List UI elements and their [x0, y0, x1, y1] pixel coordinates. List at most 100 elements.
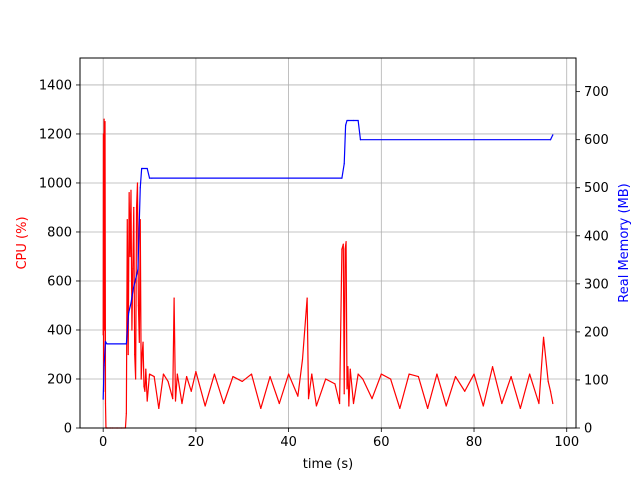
cpu-point [128, 192, 130, 194]
x-axis-ticks: 0 20 40 60 80 100 [99, 428, 579, 450]
memory-point [357, 119, 359, 122]
cpu-point [417, 375, 419, 378]
series-layer [102, 118, 554, 429]
cpu-point [103, 329, 106, 331]
left-tick-label: 400 [47, 323, 72, 338]
memory-series-line [102, 119, 554, 400]
right-tick-label: 600 [584, 133, 609, 148]
cpu-point [104, 402, 107, 405]
cpu-point [141, 353, 143, 356]
memory-point [128, 312, 130, 314]
right-axis-ticks: 0 100 200 300 400 500 600 700 [576, 85, 609, 437]
cpu-point [158, 407, 160, 409]
x-axis-label: time (s) [303, 457, 353, 472]
cpu-point [134, 353, 136, 356]
cpu-point [131, 329, 133, 331]
cpu-point [250, 373, 253, 375]
cpu-point [482, 405, 484, 407]
memory-point [104, 340, 107, 343]
cpu-point [104, 121, 106, 123]
cpu-point [346, 388, 348, 390]
cpu-point [297, 395, 299, 397]
cpu-point [213, 373, 216, 375]
right-tick-label: 100 [584, 373, 609, 388]
cpu-point [195, 371, 197, 373]
cpu-point [306, 297, 308, 299]
cpu-point [181, 402, 183, 405]
memory-point [352, 119, 355, 122]
cpu-point [103, 118, 105, 120]
cpu-point [547, 380, 549, 383]
cpu-point [140, 378, 142, 380]
cpu-point [542, 336, 545, 338]
cpu-point [436, 373, 438, 375]
memory-point [346, 119, 348, 122]
memory-point [130, 302, 132, 304]
cpu-point [399, 407, 401, 409]
cpu-point [519, 407, 521, 409]
memory-point [103, 364, 105, 367]
cpu-point [144, 390, 146, 392]
right-tick-label: 0 [584, 422, 592, 437]
cpu-point [142, 341, 144, 343]
memory-point [345, 124, 347, 126]
x-tick-label: 20 [188, 435, 205, 450]
cpu-point [146, 400, 148, 402]
cpu-point [325, 378, 327, 380]
cpu-point [288, 373, 290, 375]
memory-point [132, 288, 134, 290]
memory-point [151, 177, 153, 179]
cpu-point [190, 390, 192, 392]
memory-point [148, 177, 151, 179]
cpu-point [278, 402, 280, 405]
cpu-point [445, 405, 447, 407]
x-tick-label: 80 [466, 435, 483, 450]
cpu-point [102, 334, 104, 336]
cpu-point [129, 255, 131, 258]
cpu-point [343, 393, 345, 395]
cpu-point [130, 189, 132, 191]
cpu-point [126, 219, 128, 221]
cpu-point [307, 398, 310, 400]
memory-point [343, 163, 345, 165]
cpu-point [342, 243, 344, 245]
right-tick-label: 300 [584, 277, 609, 292]
cpu-point [344, 248, 346, 250]
cpu-point [357, 373, 359, 375]
cpu-point [389, 378, 392, 380]
cpu-point [371, 398, 373, 400]
cpu-point [102, 133, 105, 135]
cpu-point [186, 375, 188, 378]
cpu-point [125, 412, 127, 414]
cpu-point [454, 375, 457, 378]
cpu-point [529, 373, 531, 375]
cpu-point [143, 385, 145, 387]
cpu-point [148, 373, 151, 375]
cpu-point [145, 368, 147, 370]
cpu-point [338, 402, 341, 405]
cpu-point [162, 373, 165, 375]
memory-point [146, 167, 148, 170]
x-tick-label: 0 [99, 435, 107, 450]
cpu-point [349, 368, 351, 370]
cpu-point [315, 405, 318, 407]
cpu-point [174, 400, 177, 402]
cpu-point [552, 402, 554, 405]
memory-point [135, 278, 137, 280]
x-tick-label: 100 [554, 435, 579, 450]
right-tick-label: 400 [584, 229, 609, 244]
cpu-point [345, 241, 347, 243]
right-tick-label: 500 [584, 181, 609, 196]
cpu-point [135, 378, 137, 380]
left-axis-ticks: 0 200 400 600 800 1000 1200 1400 [39, 78, 80, 437]
cpu-point [176, 373, 178, 375]
cpu-point [427, 407, 429, 409]
cpu-point [473, 373, 475, 375]
cpu-point [135, 206, 138, 209]
cpu-point [501, 402, 503, 405]
cpu-point [127, 353, 129, 356]
cpu-point [348, 405, 350, 407]
memory-point [341, 177, 343, 179]
cpu-point [352, 402, 355, 405]
